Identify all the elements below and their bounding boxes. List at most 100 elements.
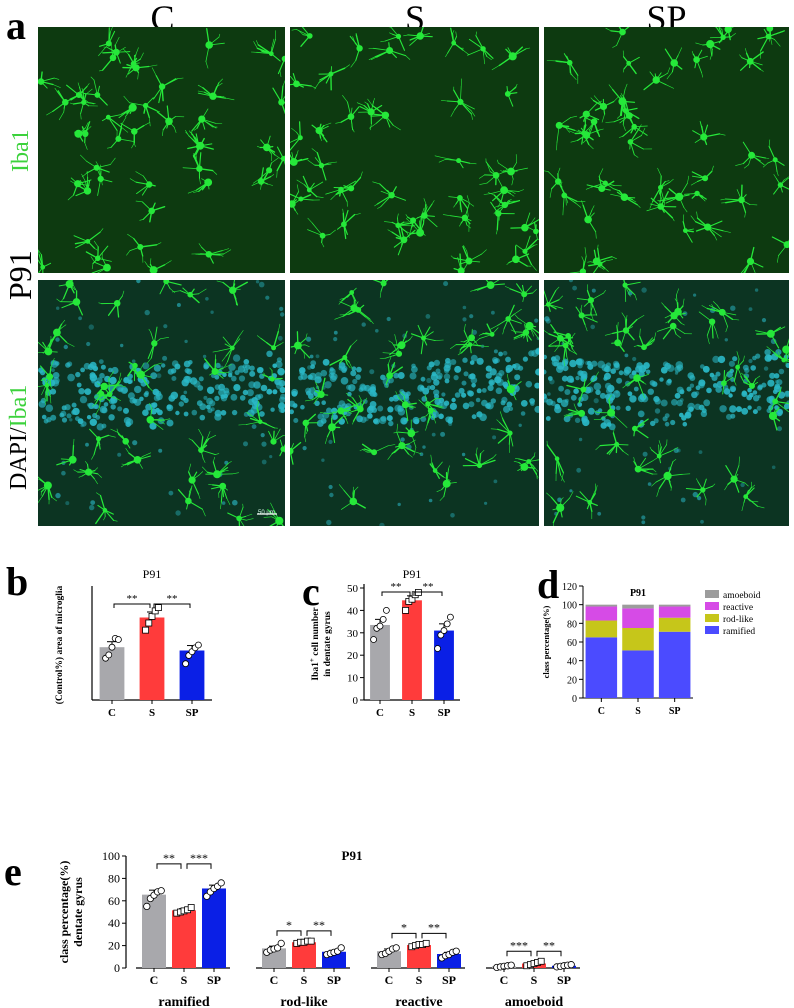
microglia-process — [427, 403, 436, 413]
microglia-process — [206, 431, 211, 440]
microglia-process — [384, 221, 393, 223]
microglia-process — [575, 409, 583, 414]
nucleus-dot — [347, 391, 352, 397]
microglia-process — [628, 56, 640, 64]
nucleus-dot — [676, 386, 684, 394]
microglia-process — [452, 30, 455, 34]
microglia-process — [460, 217, 466, 224]
microglia-process — [569, 491, 574, 499]
microglia-process — [300, 198, 314, 201]
microglia-process — [491, 65, 500, 71]
nucleus-dot — [293, 418, 299, 423]
microglia-cell — [38, 71, 61, 89]
x-tick-label: C — [376, 707, 384, 719]
microglia-process — [202, 466, 208, 473]
nucleus-dot — [585, 360, 590, 366]
microglia-process — [610, 193, 625, 198]
microglia-cell — [80, 154, 116, 186]
microglia-process — [174, 127, 177, 133]
microglia-process — [549, 188, 552, 198]
microglia-process — [68, 459, 74, 466]
microglia-process — [72, 444, 75, 461]
microglia-process — [222, 364, 232, 369]
microglia-process — [335, 121, 342, 124]
microglia-process — [140, 374, 152, 378]
data-point — [402, 607, 409, 614]
microglia-cell — [771, 236, 789, 263]
microglia-process — [352, 408, 361, 422]
microglia-process — [441, 483, 448, 491]
nucleus-dot — [545, 318, 551, 324]
microglia-process — [774, 390, 782, 403]
microglia-process — [373, 98, 375, 102]
nucleus-dot — [123, 407, 129, 414]
microglia-process — [584, 324, 588, 332]
nucleus-dot — [462, 305, 467, 310]
microglia-process — [100, 164, 102, 172]
nucleus-dot — [563, 415, 571, 423]
microglia-process — [770, 326, 782, 335]
nucleus-dot — [747, 387, 752, 393]
microglia-process — [297, 338, 307, 347]
microglia-process — [40, 376, 51, 381]
microglia-process — [678, 196, 685, 208]
nucleus-dot — [493, 349, 498, 354]
microglia-process — [769, 35, 771, 42]
microglia-process — [327, 410, 342, 415]
nucleus-dot — [278, 380, 285, 387]
microglia-process — [360, 171, 363, 178]
microglia-process — [208, 253, 214, 264]
microglia-process — [144, 104, 150, 119]
microglia-process — [649, 203, 662, 207]
group-label: amoeboid — [505, 995, 564, 1008]
microglia-process — [293, 158, 309, 163]
nucleus-dot — [305, 387, 312, 394]
microglia-process — [318, 124, 325, 132]
microglia-process — [624, 83, 628, 90]
nucleus-dot — [556, 365, 564, 373]
microglia-process — [168, 116, 176, 122]
microglia-cell — [506, 245, 532, 267]
microglia-process — [135, 65, 150, 69]
microglia-process — [612, 45, 617, 48]
nucleus-dot — [664, 413, 670, 418]
micrograph-dapi-iba1-c — [38, 280, 285, 526]
microglia-process — [455, 197, 461, 205]
nucleus-dot — [612, 360, 620, 367]
microglia-process — [149, 263, 155, 271]
microglia-cell — [490, 411, 514, 453]
microglia-process — [733, 366, 739, 382]
y-axis-label-sup: + — [308, 658, 316, 662]
microglia-process — [165, 280, 170, 282]
microglia-process — [547, 171, 559, 182]
nucleus-dot — [401, 419, 407, 425]
microglia-process — [100, 393, 111, 402]
nucleus-dot — [431, 432, 436, 437]
nucleus-dot — [332, 414, 338, 420]
microglia-process — [355, 33, 360, 49]
microglia-process — [453, 203, 457, 208]
microglia-process — [559, 499, 562, 509]
microglia-cell — [657, 322, 692, 340]
legend-swatch — [705, 590, 719, 598]
microglia-process — [139, 219, 144, 221]
microglia-process — [691, 192, 698, 199]
microglia-process — [56, 298, 61, 303]
microglia-process — [117, 431, 127, 442]
microglia-process — [667, 475, 671, 483]
microglia-process — [473, 338, 480, 344]
micrograph-iba1-c — [38, 27, 285, 273]
microglia-process — [85, 181, 88, 192]
nucleus-dot — [261, 441, 267, 447]
microglia-process — [566, 356, 569, 361]
microglia-process — [464, 202, 470, 219]
microglia-cell — [661, 298, 686, 326]
nucleus-dot — [569, 359, 577, 368]
nucleus-dot — [632, 356, 637, 362]
significance-bracket — [506, 950, 532, 957]
microglia-process — [624, 284, 627, 303]
nucleus-dot — [367, 413, 373, 419]
microglia-process — [401, 330, 408, 346]
data-point — [452, 947, 460, 955]
nucleus-dot — [110, 404, 116, 410]
